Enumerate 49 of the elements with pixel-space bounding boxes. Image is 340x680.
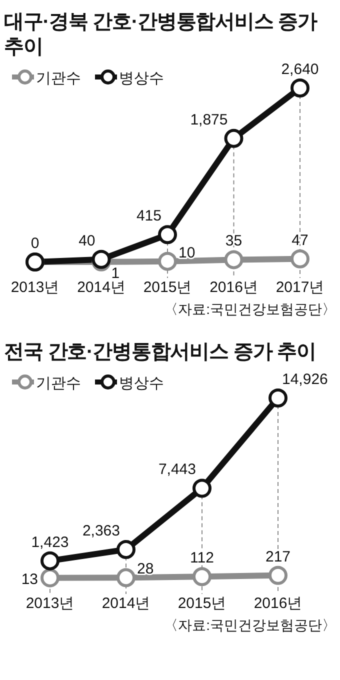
data-label: 47 [292,232,308,249]
point [192,567,212,586]
data-label: 1,423 [31,534,69,551]
point [224,128,244,148]
chart-title: 대구·경북 간호·간병통합서비스 증가 추이 [4,11,318,58]
data-label: 14,926 [282,371,328,388]
point [290,78,310,98]
data-label: 1 [111,264,120,282]
data-label: 40 [78,232,96,250]
data-label: 35 [225,232,242,250]
x-tick-label: 2013년 [26,595,74,612]
x-tick-label: 2015년 [143,279,192,296]
point [158,225,177,244]
point [224,250,244,270]
point [40,568,60,588]
point [40,551,60,570]
x-tick-label: 2014년 [77,279,126,296]
point [116,568,136,588]
x-tick-label: 2016년 [210,279,258,296]
legend-label: 병상수 [119,70,164,87]
chart-title: 전국 간호·간병통합서비스 증가 추이 [4,341,316,363]
data-label: 28 [137,560,154,578]
legend-label: 기관수 [36,375,81,392]
data-label: 1,875 [190,111,228,128]
x-tick-label: 2015년 [178,595,226,612]
x-tick-label: 2013년 [10,279,60,296]
data-label: 2,640 [281,61,319,78]
data-label: 10 [178,244,196,262]
point [268,566,288,585]
legend-label: 기관수 [36,70,81,87]
x-tick-label: 2016년 [254,595,302,612]
point [92,250,111,269]
x-tick-label: 2017년 [276,279,324,296]
point [116,540,136,560]
data-label: 2,363 [82,522,120,540]
data-label: 415 [136,208,162,225]
data-label: 7,443 [158,461,196,478]
data-label: 13 [21,570,38,588]
x-tick-label: 2014년 [102,595,150,612]
legend-label: 병상수 [119,375,164,392]
data-label: 112 [190,550,214,567]
data-label: 0 [30,235,40,252]
data-label: 217 [265,548,291,566]
point [158,252,177,271]
text: 〈자료:국민건강보험공단〉 [164,301,336,317]
text: 〈자료:국민건강보험공단〉 [164,617,336,633]
point [268,388,288,408]
point [290,249,310,268]
point [192,478,212,498]
